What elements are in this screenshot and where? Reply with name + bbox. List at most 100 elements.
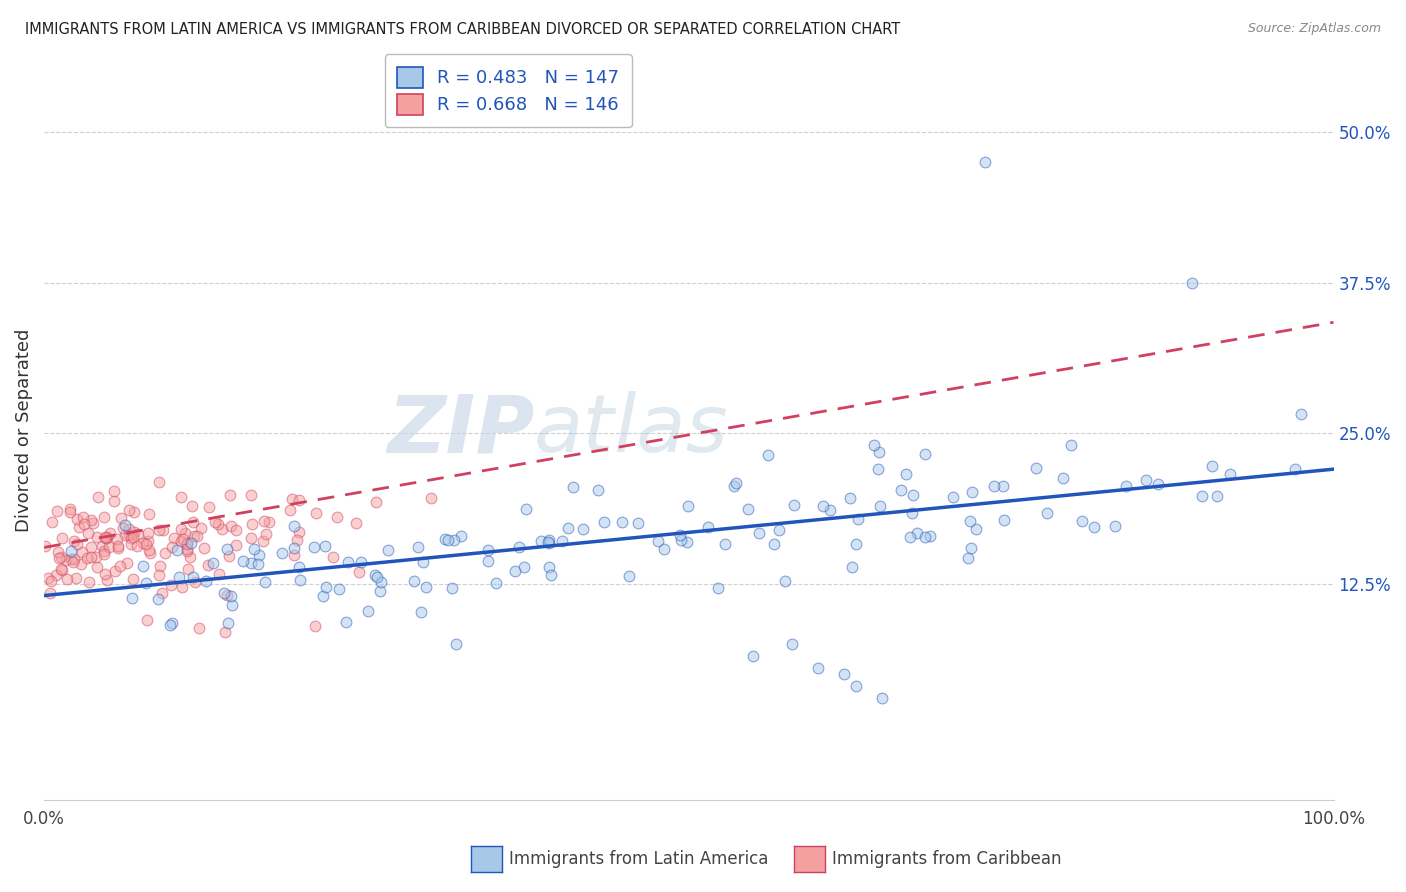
Point (181, 570, 204, 584)
Point (66, 512, 89, 526)
Point (49, 549, 72, 564)
Point (617, 569, 640, 583)
Point (96, 531, 118, 545)
Point (181, 516, 204, 530)
Point (259, 516, 281, 530)
Point (215, 588, 238, 602)
Point (592, 515, 614, 529)
Point (437, 533, 460, 547)
Point (1071, 514, 1094, 528)
Point (1181, 276, 1204, 290)
Point (111, 521, 134, 535)
Point (965, 522, 987, 536)
Point (195, 574, 218, 589)
Point (160, 577, 183, 591)
Point (377, 542, 399, 557)
Point (773, 574, 796, 589)
Point (160, 540, 183, 554)
Point (1201, 458, 1223, 473)
Point (148, 568, 170, 582)
Point (214, 624, 236, 639)
Point (190, 521, 212, 535)
Point (132, 535, 155, 549)
Point (138, 507, 160, 521)
Point (186, 529, 208, 543)
Point (80, 541, 103, 555)
Point (652, 542, 675, 557)
Point (283, 541, 305, 555)
Point (48, 550, 70, 565)
Point (51, 531, 73, 545)
Point (326, 510, 349, 524)
Point (696, 519, 718, 533)
Point (366, 570, 388, 584)
Point (170, 490, 193, 504)
Point (350, 556, 373, 570)
Point (104, 564, 127, 578)
Point (905, 525, 928, 540)
Point (70, 545, 93, 559)
Point (537, 535, 560, 549)
Point (198, 500, 221, 515)
Point (105, 533, 128, 547)
Point (246, 557, 269, 571)
Point (762, 537, 785, 551)
Text: Source: ZipAtlas.com: Source: ZipAtlas.com (1247, 22, 1381, 36)
Point (41, 574, 63, 589)
Text: Immigrants from Latin America: Immigrants from Latin America (509, 850, 768, 868)
Point (862, 438, 884, 452)
Point (79, 574, 101, 589)
Point (45, 504, 67, 518)
Point (91, 539, 114, 553)
Point (868, 444, 890, 458)
Point (131, 558, 153, 573)
Point (121, 591, 143, 605)
Point (176, 537, 198, 551)
Point (368, 584, 391, 599)
Point (211, 522, 233, 536)
Point (170, 580, 193, 594)
Point (536, 534, 558, 549)
Point (756, 448, 779, 462)
Point (159, 618, 181, 632)
Point (149, 559, 172, 574)
Point (974, 155, 997, 169)
Point (218, 488, 240, 502)
Point (551, 533, 574, 548)
Point (242, 541, 264, 556)
Point (110, 511, 132, 525)
Point (894, 467, 917, 482)
Point (914, 447, 936, 461)
Point (304, 618, 326, 632)
Point (183, 575, 205, 590)
Point (742, 648, 765, 663)
Point (114, 528, 136, 542)
Point (49, 562, 72, 576)
Point (152, 523, 174, 537)
Point (724, 475, 747, 490)
Point (723, 479, 745, 493)
Point (962, 484, 984, 499)
Point (240, 487, 263, 501)
Point (444, 637, 467, 651)
Point (1115, 478, 1137, 492)
Point (253, 574, 276, 589)
Point (433, 532, 456, 546)
Point (93, 548, 115, 562)
Point (335, 615, 357, 630)
Point (419, 491, 441, 505)
Point (55, 553, 77, 567)
Point (305, 506, 328, 520)
Point (669, 527, 692, 541)
Point (183, 529, 205, 543)
Point (669, 533, 692, 548)
Point (714, 537, 737, 551)
Point (117, 527, 139, 541)
Point (312, 589, 335, 603)
Point (1206, 489, 1229, 503)
Point (253, 514, 276, 528)
Point (118, 502, 141, 516)
Point (647, 533, 669, 548)
Point (170, 533, 193, 548)
Point (706, 581, 728, 595)
